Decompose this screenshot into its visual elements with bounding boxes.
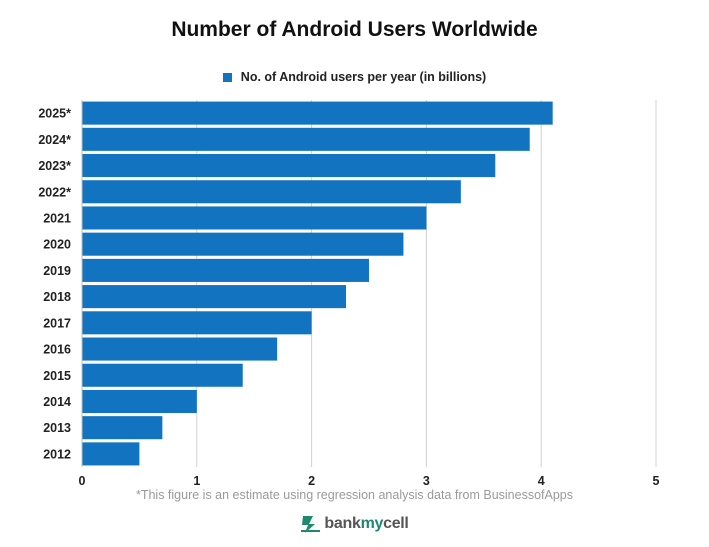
bar bbox=[82, 311, 312, 335]
x-tick-label: 3 bbox=[423, 474, 430, 488]
bar bbox=[82, 127, 530, 151]
x-tick-label: 1 bbox=[193, 474, 200, 488]
x-tick-label: 4 bbox=[538, 474, 545, 488]
bar bbox=[82, 363, 243, 387]
legend-swatch bbox=[222, 72, 232, 82]
bar bbox=[82, 154, 496, 178]
y-tick-label: 2014 bbox=[43, 395, 71, 409]
y-tick-label: 2020 bbox=[43, 238, 71, 252]
brand-name-part3: cell bbox=[383, 515, 409, 532]
y-tick-label: 2013 bbox=[43, 421, 71, 435]
bankmycell-logo-icon bbox=[301, 516, 321, 533]
y-tick-label: 2021 bbox=[43, 211, 71, 225]
y-tick-label: 2015 bbox=[43, 369, 71, 383]
y-tick-label: 2022* bbox=[38, 185, 71, 199]
bar bbox=[82, 285, 347, 309]
bar bbox=[82, 389, 197, 413]
brand-name-part1: bank bbox=[324, 515, 361, 532]
chart-title: Number of Android Users Worldwide bbox=[171, 18, 538, 41]
brand-name: bankmycell bbox=[324, 515, 408, 533]
bar bbox=[82, 180, 461, 204]
y-tick-label: 2012 bbox=[43, 447, 71, 461]
bar bbox=[82, 232, 404, 256]
bar bbox=[82, 101, 553, 125]
y-tick-label: 2025* bbox=[38, 107, 71, 121]
bar bbox=[82, 337, 278, 361]
y-tick-label: 2016 bbox=[43, 343, 71, 357]
legend: No. of Android users per year (in billio… bbox=[0, 70, 709, 84]
y-tick-label: 2023* bbox=[38, 159, 71, 173]
footnote: *This figure is an estimate using regres… bbox=[135, 488, 574, 502]
bar bbox=[82, 416, 163, 440]
x-tick-label: 0 bbox=[79, 474, 86, 488]
brand-name-part2: my bbox=[360, 515, 384, 532]
x-tick-label: 5 bbox=[653, 474, 660, 488]
bar bbox=[82, 206, 427, 230]
bar bbox=[82, 258, 369, 282]
y-tick-label: 2024* bbox=[38, 133, 71, 147]
legend-label: No. of Android users per year (in billio… bbox=[240, 70, 487, 84]
bar bbox=[82, 442, 140, 466]
x-tick-label: 2 bbox=[308, 474, 315, 488]
y-tick-label: 2019 bbox=[43, 264, 71, 278]
y-tick-label: 2017 bbox=[43, 316, 71, 330]
brand-logo: bankmycell bbox=[0, 514, 709, 534]
y-tick-label: 2018 bbox=[43, 290, 71, 304]
